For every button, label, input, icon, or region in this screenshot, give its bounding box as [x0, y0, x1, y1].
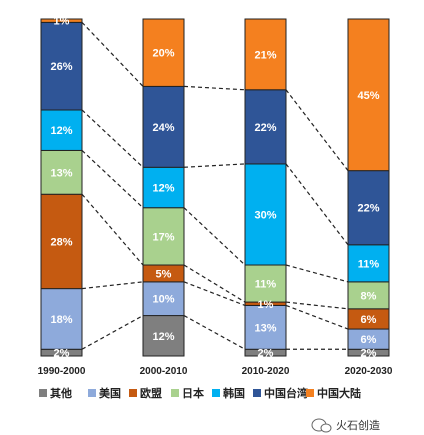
bar-segment — [40, 109, 83, 151]
connector-line — [285, 304, 349, 330]
category-label: 2010-2020 — [242, 366, 290, 377]
data-label: 1% — [258, 299, 274, 311]
connector-line — [81, 281, 144, 290]
data-label: 22% — [357, 203, 379, 215]
bar-segment — [244, 304, 287, 350]
bar-segment — [347, 170, 390, 246]
legend-label: 中国大陆 — [317, 386, 361, 400]
data-label: 20% — [152, 48, 174, 60]
data-label: 12% — [50, 125, 72, 137]
bar-segment — [347, 244, 390, 283]
data-label: 13% — [50, 167, 72, 179]
legend-swatch — [39, 389, 47, 397]
bar-segment — [347, 281, 390, 310]
data-label: 21% — [254, 49, 276, 61]
connector-lines — [81, 21, 349, 350]
bar-segment — [244, 89, 287, 165]
bar-segment — [40, 288, 83, 350]
data-label: 30% — [254, 209, 276, 221]
connector-line — [183, 207, 246, 266]
category-label: 1990-2000 — [38, 366, 86, 377]
legend-swatch — [88, 389, 96, 397]
legend-swatch — [171, 389, 179, 397]
bar-segment — [40, 149, 83, 195]
bar-segment — [40, 18, 83, 23]
bar-segment — [142, 207, 185, 266]
legend-label: 其他 — [50, 386, 72, 400]
data-label: 10% — [152, 294, 174, 306]
data-label: 11% — [255, 279, 277, 291]
data-label: 12% — [152, 331, 174, 343]
bar-segment — [142, 18, 185, 87]
data-label: 5% — [156, 268, 172, 280]
bar-segment — [142, 315, 185, 357]
data-label: 1% — [54, 16, 70, 28]
legend: 其他 美国 欧盟 日本 韩国 中国台湾 中国大陆 — [39, 386, 361, 400]
watermark-text: 火石创造 — [336, 418, 380, 432]
bar-segment — [142, 85, 185, 168]
data-label: 2% — [361, 348, 377, 360]
segment-labels: 2% 18% 28% 13% 12% 26% 1% 12% 10% 5% 17% 12% 24% 20% 2… — [50, 16, 379, 360]
data-label: 22% — [254, 122, 276, 134]
legend-swatch — [253, 389, 261, 397]
bar-segment — [244, 264, 287, 303]
legend-label: 中国台湾 — [264, 386, 308, 400]
bar-segment — [40, 193, 83, 290]
connector-line — [183, 264, 246, 303]
watermark: 火石创造 — [311, 418, 380, 433]
data-label: 17% — [152, 231, 174, 243]
legend-swatch — [212, 389, 220, 397]
bar-segment — [244, 18, 287, 91]
legend-label: 日本 — [182, 386, 204, 400]
data-label: 6% — [361, 314, 377, 326]
legend-swatch — [306, 389, 314, 397]
legend-label: 韩国 — [223, 386, 245, 400]
wechat-icon — [311, 418, 332, 433]
data-label: 6% — [361, 334, 377, 346]
data-label: 11% — [358, 258, 380, 270]
legend-label: 美国 — [99, 386, 121, 400]
legend-label: 欧盟 — [140, 386, 162, 400]
connector-line — [183, 315, 246, 350]
legend-swatch — [129, 389, 137, 397]
bar-segment — [347, 18, 390, 172]
connector-line — [81, 21, 144, 87]
data-label: 12% — [152, 183, 174, 195]
connector-line — [81, 193, 144, 266]
data-label: 8% — [361, 290, 377, 302]
bar-segment — [142, 281, 185, 317]
connector-line — [285, 89, 349, 172]
connector-line — [285, 163, 349, 246]
category-label: 2020-2030 — [345, 366, 393, 377]
data-label: 13% — [254, 322, 276, 334]
bars — [40, 18, 390, 357]
data-label: 28% — [50, 236, 72, 248]
data-label: 45% — [357, 90, 379, 102]
connector-line — [285, 264, 349, 283]
connector-line — [285, 301, 349, 310]
connector-line — [183, 281, 246, 307]
bar-segment — [244, 163, 287, 266]
data-label: 18% — [50, 314, 72, 326]
data-label: 26% — [50, 61, 72, 73]
connector-line — [81, 315, 144, 350]
category-label: 2000-2010 — [140, 366, 188, 377]
data-label: 2% — [258, 348, 274, 360]
data-label: 2% — [54, 348, 70, 360]
bar-segment — [40, 21, 83, 111]
connector-line — [183, 85, 246, 91]
data-label: 24% — [152, 122, 174, 134]
connector-line — [183, 163, 246, 168]
connector-line — [81, 109, 144, 168]
category-labels: 1990-2000 2000-2010 2010-2020 2020-2030 — [38, 366, 393, 377]
